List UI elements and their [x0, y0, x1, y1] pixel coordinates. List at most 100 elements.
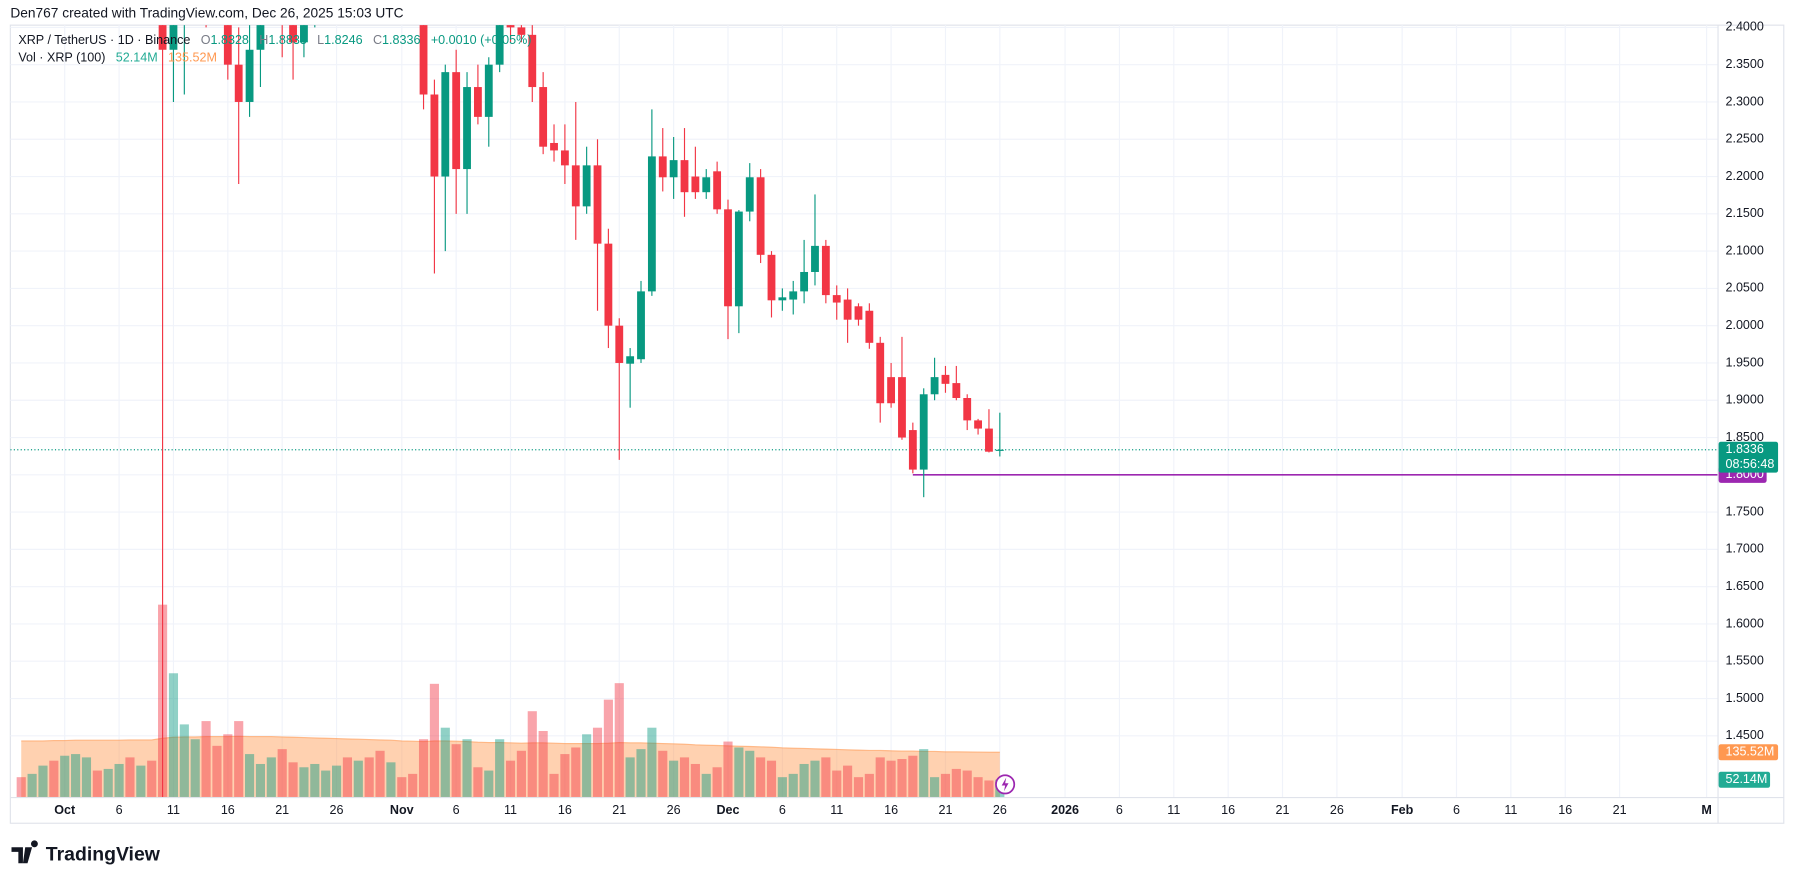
x-tick-label: 16 — [1558, 803, 1572, 817]
logo-text[interactable]: TradingView — [46, 843, 161, 865]
candle-body — [713, 171, 722, 210]
candle-body — [539, 87, 548, 147]
volume-bar — [908, 755, 918, 797]
volume-ma-tag — [1718, 744, 1779, 761]
x-tick-label: 21 — [275, 803, 289, 817]
volume-bar — [223, 734, 233, 797]
volume-bar — [38, 765, 48, 797]
volume-bar — [190, 739, 200, 797]
y-tick-label: 2.2000 — [1725, 169, 1763, 183]
volume-bar — [571, 747, 581, 797]
y-tick-label: 1.8500 — [1725, 430, 1763, 444]
candle-body — [571, 165, 580, 207]
logo-mark[interactable] — [11, 840, 38, 864]
volume-bar — [810, 760, 820, 797]
replay-icon-bolt[interactable] — [1001, 777, 1009, 792]
candle-body — [637, 291, 645, 360]
legend-close: 1.8336 — [382, 33, 420, 47]
volume-tag — [1718, 771, 1771, 788]
candle-body — [452, 72, 461, 170]
volume-bar — [147, 760, 157, 797]
volume-bar — [734, 747, 744, 797]
header-text: Den767 created with TradingView.com, Dec… — [10, 5, 403, 20]
volume-bar — [690, 763, 700, 797]
x-tick-label: 26 — [1330, 803, 1344, 817]
candle-body — [767, 254, 776, 301]
x-tick-label: 26 — [330, 803, 344, 817]
candle-body — [289, 25, 297, 43]
x-tick-label: M — [1701, 803, 1711, 817]
candle-body — [223, 25, 232, 65]
candle-body — [800, 271, 809, 292]
candle-body — [550, 142, 558, 151]
candle-body — [615, 325, 624, 363]
x-tick-label: 6 — [779, 803, 786, 817]
volume-bar — [418, 739, 429, 797]
volume-bar — [397, 777, 407, 797]
candle-body — [952, 383, 961, 399]
volume-bar — [212, 745, 222, 797]
volume-bar — [875, 757, 885, 797]
y-tick-label: 2.0500 — [1725, 281, 1763, 295]
volume-bar — [582, 734, 592, 797]
volume-bar — [16, 777, 26, 797]
volume-bar — [266, 757, 276, 797]
volume-bar — [81, 757, 92, 797]
plot-area — [10, 25, 1718, 797]
candle-body — [626, 356, 635, 364]
last-price-tag-label: 1.8336 — [1725, 442, 1763, 456]
volume-bar — [897, 759, 907, 797]
candle-body — [865, 310, 874, 343]
y-tick-label: 2.4000 — [1725, 20, 1763, 34]
x-tick-label: Nov — [390, 803, 414, 817]
candle-body — [495, 25, 504, 65]
candle-body — [930, 377, 939, 395]
footer-logo[interactable]: TradingView — [11, 840, 161, 865]
volume-bar — [712, 767, 722, 797]
candle-body — [811, 245, 819, 272]
candle-body — [582, 165, 591, 207]
candle-body — [517, 27, 526, 35]
candle-body — [528, 34, 537, 88]
volume-bar — [549, 773, 559, 797]
volume-bar — [462, 739, 472, 797]
volume-bar — [125, 757, 135, 797]
x-tick-label: 21 — [612, 803, 626, 817]
y-tick-label: 1.5000 — [1725, 691, 1763, 705]
replay-icon[interactable] — [995, 774, 1016, 795]
y-tick-label: 1.7000 — [1725, 542, 1763, 556]
x-tick-label: 6 — [116, 803, 123, 817]
x-tick-label: 11 — [504, 803, 517, 817]
x-tick-label: 11 — [1504, 803, 1517, 817]
volume-bar — [962, 770, 972, 797]
chart-frame — [9, 24, 1785, 824]
volume-bar — [288, 762, 298, 797]
volume-ma-area — [21, 736, 1000, 797]
grid — [10, 25, 1718, 797]
candle-body — [245, 49, 254, 102]
candle-body — [789, 291, 798, 300]
x-tick-label: 6 — [453, 803, 460, 817]
volume-bar — [429, 683, 439, 797]
y-tick-label: 1.6000 — [1725, 616, 1763, 630]
y-tick-label: 2.1000 — [1725, 243, 1763, 257]
volume-bar — [592, 727, 603, 797]
volume-bar — [723, 741, 733, 797]
volume-tag-label: 52.14M — [1725, 772, 1767, 786]
candle-body — [300, 25, 308, 43]
legend-high-label: H — [259, 33, 268, 47]
volume-bar — [799, 763, 809, 797]
volume-bar — [940, 773, 951, 797]
legend-close-label: C — [373, 33, 382, 47]
y-tick-label: 2.3500 — [1725, 57, 1763, 71]
volume-bar — [299, 767, 309, 797]
candle-body — [898, 377, 906, 438]
candle-body — [560, 150, 569, 166]
x-tick-label: 26 — [993, 803, 1007, 817]
candle-body — [506, 25, 515, 28]
candle-body — [985, 428, 993, 452]
volume-bar — [495, 739, 505, 797]
candle-body — [876, 342, 885, 404]
volume-bar — [71, 754, 81, 797]
legend-symbol: XRP / TetherUS · 1D · Binance — [18, 33, 190, 47]
